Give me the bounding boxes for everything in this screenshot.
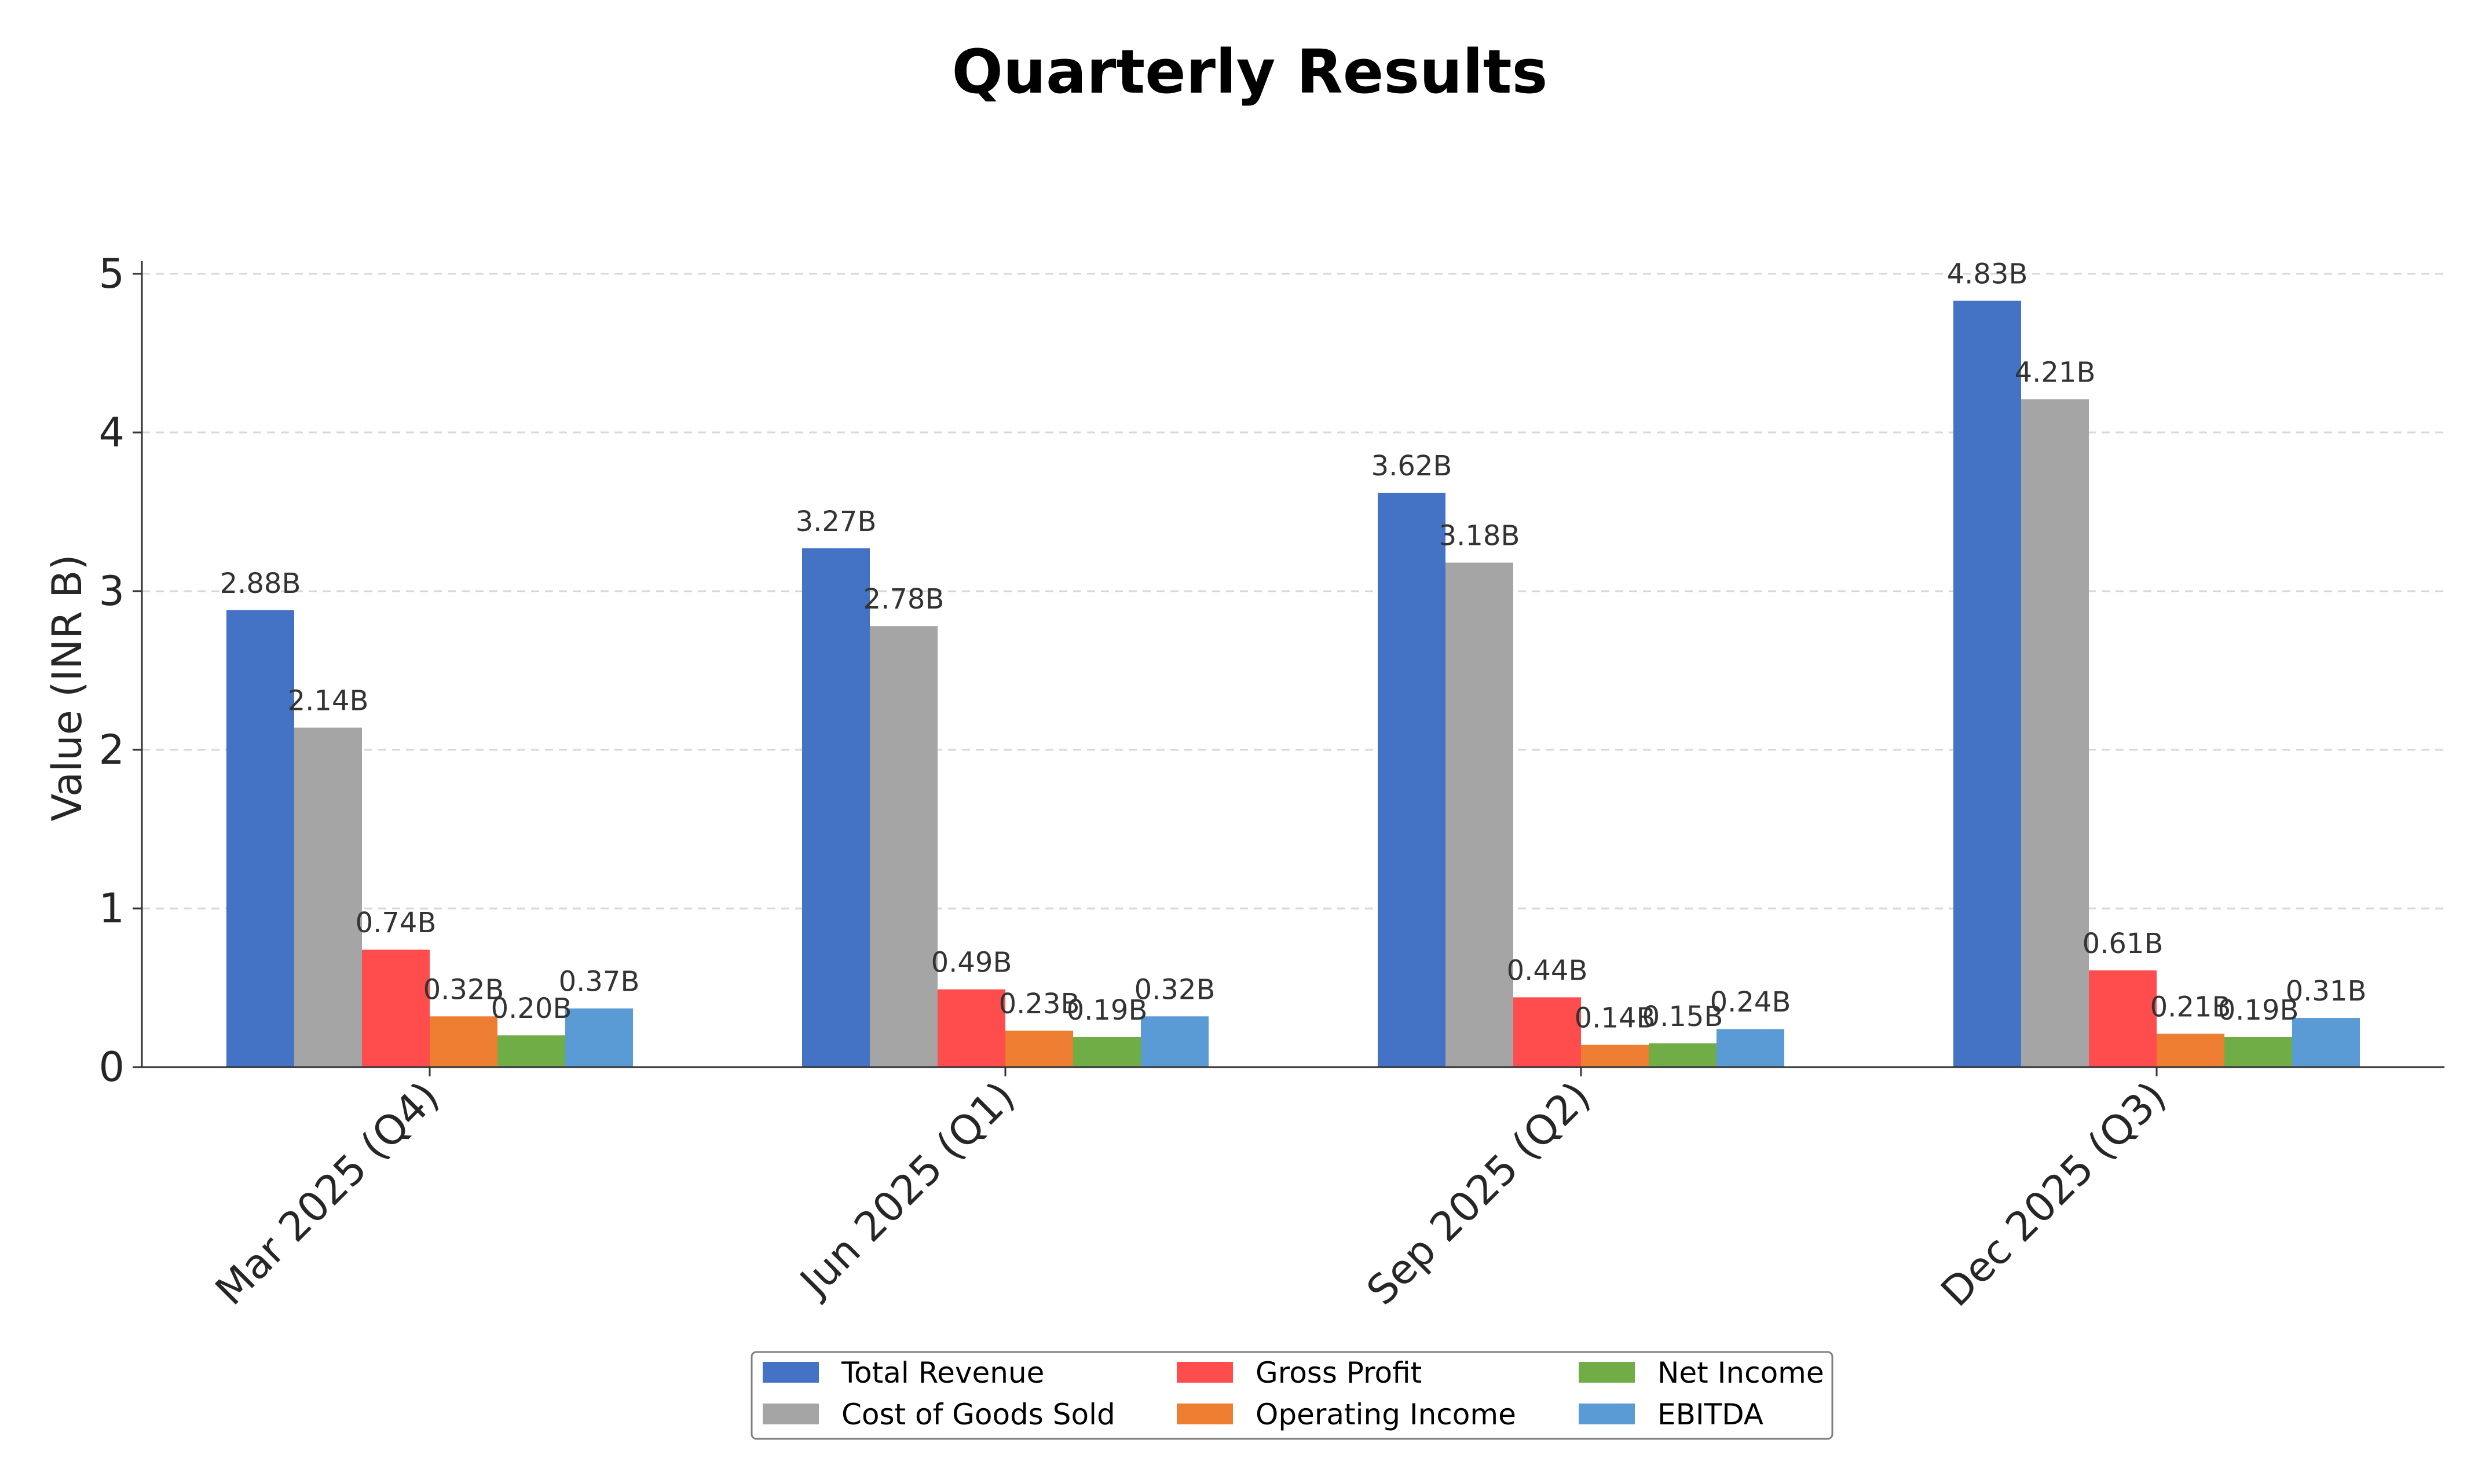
legend-swatch	[763, 1404, 819, 1424]
bar	[1717, 1029, 1784, 1067]
bar	[2157, 1034, 2224, 1067]
bar	[294, 727, 362, 1067]
axes: 0 1 2 3 4 5 Mar 2025 (Q4) Jun 2025 (Q1) Sep 2025…	[98, 250, 2444, 1316]
x-tick-label: Sep 2025 (Q2)	[1357, 1072, 1600, 1314]
bar-value-label: 0.19B	[1067, 994, 1148, 1027]
bar-value-label: 3.62B	[1371, 450, 1452, 482]
bar	[430, 1016, 497, 1067]
bar-value-label: 0.74B	[356, 907, 437, 939]
y-tick-label: 0	[98, 1043, 125, 1091]
legend-box	[751, 1351, 1833, 1440]
data-labels: 2.88B2.14B0.74B0.32B0.20B0.37B3.27B2.78B…	[220, 258, 2367, 1035]
x-tick-label: Mar 2025 (Q4)	[206, 1072, 448, 1314]
y-tick-label: 5	[98, 250, 125, 298]
bar	[1378, 493, 1445, 1067]
gridlines	[142, 273, 2444, 910]
bar	[226, 610, 294, 1067]
bars	[226, 301, 2360, 1068]
legend-label: Cost of Goods Sold	[841, 1398, 1115, 1431]
bar	[1581, 1045, 1649, 1067]
bar-value-label: 0.19B	[2218, 994, 2299, 1027]
y-tick-label: 1	[98, 885, 125, 932]
bar-value-label: 0.31B	[2286, 975, 2367, 1007]
chart-title: Quarterly Results	[952, 36, 1548, 107]
bar	[1005, 1030, 1073, 1067]
bar	[1141, 1016, 1209, 1067]
bar-value-label: 0.49B	[931, 947, 1012, 979]
x-tick-label: Dec 2025 (Q3)	[1932, 1072, 2175, 1316]
bar	[802, 548, 870, 1067]
bar	[1445, 562, 1513, 1067]
legend-label: Operating Income	[1256, 1398, 1516, 1431]
legend: Total Revenue Cost of Goods Sold Gross Pro…	[751, 1351, 1833, 1440]
y-tick-label: 2	[98, 726, 125, 774]
bar	[362, 950, 430, 1067]
bar	[2224, 1036, 2292, 1067]
bar	[2292, 1018, 2360, 1067]
legend-swatch	[1177, 1362, 1233, 1383]
bar	[1649, 1043, 1717, 1067]
y-tick-label: 3	[98, 567, 125, 615]
bar-value-label: 4.83B	[1947, 258, 2028, 291]
legend-swatch	[1177, 1404, 1233, 1424]
bar-value-label: 0.32B	[423, 973, 504, 1006]
bar	[938, 989, 1005, 1067]
bar-value-label: 0.61B	[2083, 928, 2164, 960]
bar-value-label: 0.20B	[491, 992, 572, 1025]
bar	[497, 1035, 565, 1067]
bar	[2089, 970, 2157, 1067]
bar	[1953, 301, 2021, 1068]
bar-value-label: 2.88B	[220, 567, 301, 600]
bar-value-label: 0.44B	[1507, 954, 1588, 987]
bar	[1513, 997, 1581, 1067]
legend-label: Gross Profit	[1256, 1356, 1422, 1390]
bar	[870, 626, 938, 1067]
y-tick-label: 4	[98, 409, 125, 456]
bar-value-label: 0.15B	[1642, 1001, 1723, 1033]
legend-label: EBITDA	[1657, 1398, 1763, 1431]
bar	[1073, 1036, 1141, 1067]
x-tick-label: Jun 2025 (Q1)	[789, 1072, 1024, 1307]
bar-value-label: 2.78B	[863, 583, 945, 615]
bar-value-label: 3.18B	[1439, 520, 1520, 552]
bar-value-label: 3.27B	[796, 505, 877, 538]
bar-value-label: 0.14B	[1575, 1002, 1656, 1035]
bar	[2021, 399, 2089, 1067]
legend-swatch	[1579, 1362, 1635, 1383]
bar-value-label: 0.24B	[1710, 986, 1791, 1018]
bar-value-label: 0.21B	[2150, 991, 2231, 1023]
legend-swatch	[1579, 1404, 1635, 1424]
bar-value-label: 2.14B	[288, 685, 369, 717]
bar-value-label: 0.23B	[999, 988, 1080, 1020]
bar	[565, 1008, 633, 1067]
bar-value-label: 4.21B	[2015, 356, 2096, 389]
bar-value-label: 0.37B	[559, 966, 640, 998]
legend-label: Total Revenue	[841, 1356, 1044, 1390]
y-axis-label: Value (INR B)	[43, 554, 91, 821]
legend-label: Net Income	[1657, 1356, 1824, 1390]
bar-value-label: 0.32B	[1134, 973, 1216, 1006]
legend-swatch	[763, 1362, 819, 1383]
